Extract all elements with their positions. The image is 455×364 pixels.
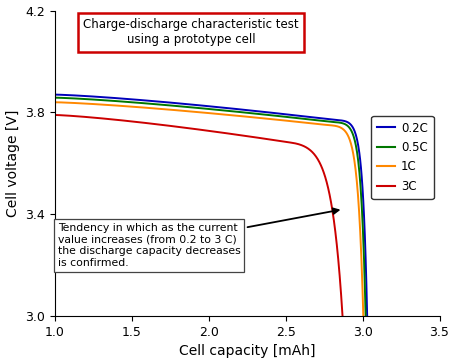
0.5C: [320, 119, 325, 123]
X-axis label: Cell capacity [mAh]: Cell capacity [mAh]: [179, 344, 315, 359]
0.2C: [251, 108, 257, 113]
0.2C: [233, 107, 239, 111]
Y-axis label: Cell voltage [V]: Cell voltage [V]: [5, 110, 20, 217]
1C: [286, 119, 292, 123]
1C: [318, 122, 323, 126]
3C: [270, 138, 276, 142]
1C: [248, 115, 254, 119]
3C: [52, 113, 57, 117]
3C: [227, 131, 232, 136]
3C: [300, 143, 305, 148]
0.2C: [321, 116, 327, 121]
3C: [70, 114, 75, 118]
Text: Tendency in which as the current
value increases (from 0.2 to 3 C)
the discharge: Tendency in which as the current value i…: [58, 208, 339, 268]
0.5C: [233, 110, 238, 114]
3C: [235, 133, 241, 137]
3C: [340, 314, 345, 318]
0.5C: [288, 115, 293, 119]
Line: 0.2C: 0.2C: [55, 95, 367, 316]
0.2C: [364, 314, 370, 318]
1C: [231, 113, 237, 118]
1C: [71, 101, 76, 105]
Legend: 0.2C, 0.5C, 1C, 3C: 0.2C, 0.5C, 1C, 3C: [371, 116, 434, 199]
0.2C: [289, 113, 294, 117]
Line: 1C: 1C: [55, 102, 363, 316]
0.5C: [241, 110, 246, 115]
0.2C: [242, 108, 247, 112]
0.5C: [250, 111, 256, 115]
1C: [360, 314, 366, 318]
0.5C: [363, 314, 369, 318]
0.5C: [71, 96, 76, 100]
Line: 0.5C: 0.5C: [55, 98, 366, 316]
3C: [219, 130, 225, 135]
0.5C: [52, 95, 57, 100]
1C: [52, 100, 57, 104]
0.2C: [52, 92, 57, 97]
1C: [239, 114, 245, 118]
Line: 3C: 3C: [55, 115, 343, 316]
0.2C: [71, 93, 76, 98]
Text: Charge-discharge characteristic test
using a prototype cell: Charge-discharge characteristic test usi…: [84, 18, 299, 46]
